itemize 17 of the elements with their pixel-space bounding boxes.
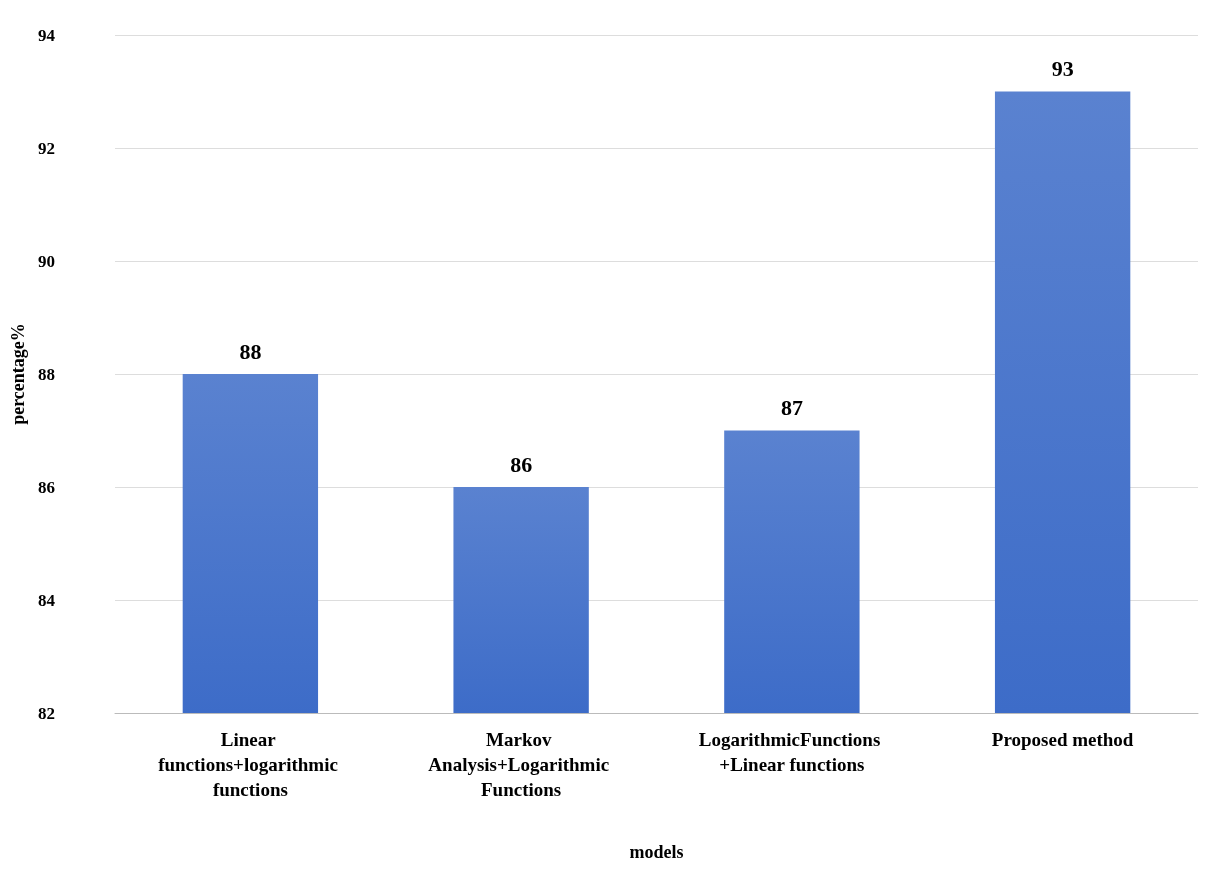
data-label: 93 (1051, 56, 1074, 81)
data-label: 87 (780, 395, 803, 420)
y-tick-label: 94 (38, 25, 56, 45)
x-axis-title: models (629, 842, 684, 862)
y-tick-label: 82 (38, 703, 55, 723)
x-tick-label: Linear functions+logarithmic functions (158, 729, 343, 800)
y-tick-label: 84 (38, 590, 56, 610)
x-tick-label: Proposed method (991, 729, 1134, 750)
y-tick-label: 92 (38, 138, 55, 158)
y-tick-label: 90 (38, 251, 55, 271)
x-tick-label: Markov Analysis+Logarithmic Functions (428, 729, 614, 800)
y-tick-label: 88 (38, 364, 55, 384)
x-tick-label: LogarithmicFunctions +Linear functions (698, 729, 886, 775)
y-axis-title: percentage% (8, 323, 29, 425)
data-label: 88 (239, 338, 262, 364)
data-label: 86 (510, 451, 533, 477)
y-tick-label: 86 (38, 477, 55, 497)
